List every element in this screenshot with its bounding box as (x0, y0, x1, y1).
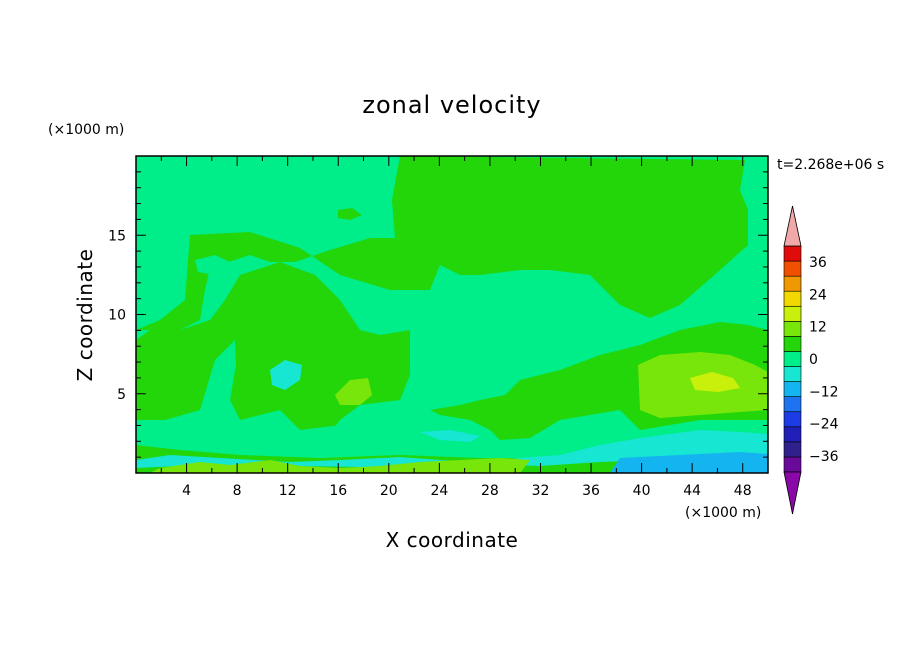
right-yellowgreen-core (690, 372, 740, 392)
near-surface-cyan-streak (136, 430, 768, 468)
upper-green-band (136, 156, 748, 330)
chart-title: zonal velocity (362, 91, 541, 119)
mid-yellowgreen-patch (335, 378, 372, 405)
colorbar-label: −36 (809, 449, 839, 465)
small-cyan-patch (270, 360, 302, 390)
colorbar-swatch (783, 366, 802, 382)
x-tick-label: 12 (279, 483, 297, 499)
surface-yellowgreen-strip (150, 458, 530, 473)
colorbar-label: 36 (809, 255, 827, 271)
x-tick-label: 24 (430, 483, 448, 499)
x-tick-label: 20 (380, 483, 398, 499)
x-tick-label: 16 (329, 483, 347, 499)
left-mint-wedge (195, 255, 230, 275)
colorbar-swatch (783, 245, 802, 262)
surface-cyan-right (610, 452, 768, 473)
small-cyan-streak (420, 430, 480, 442)
colorbar-swatch (783, 305, 802, 322)
colorbar-over-arrow (783, 205, 802, 247)
colorbar-swatch (783, 411, 802, 428)
colorbar-label: 12 (809, 320, 827, 336)
x-tick-label: 32 (532, 483, 550, 499)
colorbar-swatch (783, 396, 802, 413)
y-tick-label: 10 (108, 308, 126, 324)
colorbar-under-arrow (783, 471, 802, 515)
colorbar-swatch (783, 336, 802, 352)
x-tick-label: 44 (683, 483, 701, 499)
colorbar-label: 0 (809, 352, 818, 368)
colorbar-label: −12 (809, 384, 839, 400)
x-tick-label: 48 (734, 483, 752, 499)
colorbar-swatch (783, 290, 802, 307)
x-axis-label: X coordinate (386, 528, 519, 552)
x-tick-label: 40 (633, 483, 651, 499)
x-unit-label: (×1000 m) (685, 505, 761, 521)
colorbar-swatch (783, 456, 802, 473)
colorbar-swatch (783, 275, 802, 292)
contour-field (136, 156, 768, 473)
y-axis: 5 10 15 (108, 171, 768, 458)
x-tick-label: 8 (233, 483, 242, 499)
colorbar-swatch (783, 321, 802, 337)
y-unit-label: (×1000 m) (48, 122, 124, 138)
y-tick-label: 15 (108, 228, 126, 244)
y-axis-label: Z coordinate (73, 249, 97, 382)
x-axis: 4 8 12 16 20 24 28 32 36 40 44 48 (160, 156, 752, 499)
upper-green-blob (338, 208, 362, 220)
colorbar-swatch (783, 260, 802, 277)
colorbar-swatch (783, 381, 802, 397)
colorbar-swatch (783, 441, 802, 458)
y-tick-label: 5 (117, 387, 126, 403)
colorbar-label: −24 (809, 417, 839, 433)
x-tick-label: 4 (182, 483, 191, 499)
colorbar-label: 24 (809, 287, 827, 303)
colorbar: 36 24 12 0 −12 −24 −36 (783, 205, 839, 515)
x-tick-label: 28 (481, 483, 499, 499)
time-label: t=2.268e+06 s (777, 157, 884, 173)
colorbar-swatch (783, 426, 802, 443)
colorbar-swatch (783, 351, 802, 367)
x-tick-label: 36 (582, 483, 600, 499)
